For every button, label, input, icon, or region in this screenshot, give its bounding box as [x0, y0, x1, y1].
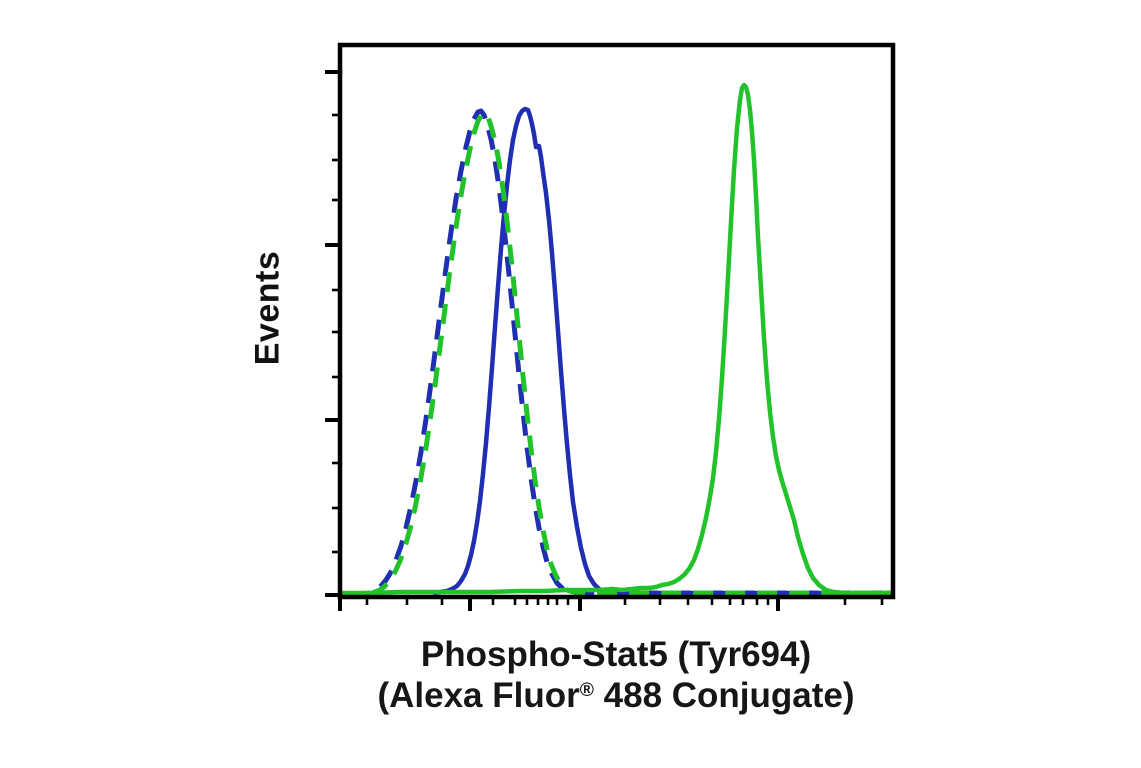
x-axis-title: Phospho-Stat5 (Tyr694) (Alexa Fluor® 488…	[377, 634, 854, 722]
x-axis-title-line1: Phospho-Stat5 (Tyr694)	[420, 635, 812, 674]
x-axis-title-line2: (Alexa Fluor® 488 Conjugate)	[377, 676, 855, 715]
registered-trademark-symbol: ®	[579, 680, 594, 702]
y-axis-label: Events	[248, 250, 287, 366]
